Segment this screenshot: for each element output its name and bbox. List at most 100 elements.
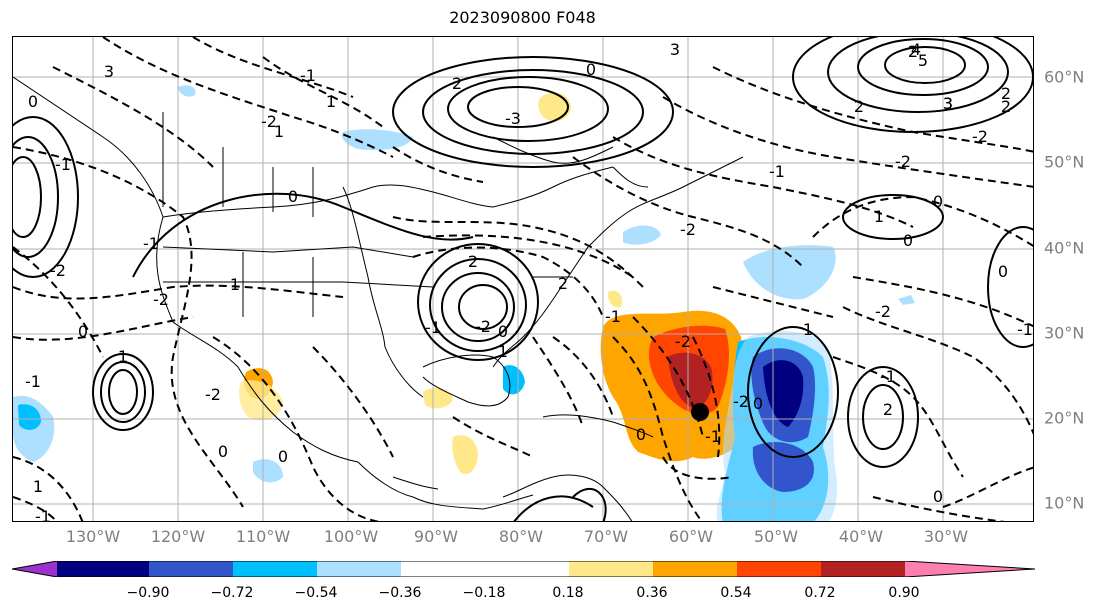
- negative-region-canada: [341, 129, 413, 151]
- lon-label: 80°W: [498, 527, 544, 546]
- weak-positive-region: [607, 290, 623, 308]
- contour-label: 2: [468, 252, 478, 271]
- negative-region-florida: [503, 365, 525, 395]
- contour-label: 2: [854, 97, 864, 116]
- contour-label: 4: [911, 40, 921, 59]
- colorbar-segment: [821, 561, 905, 577]
- lon-label: 30°W: [923, 527, 969, 546]
- contour-label: 2: [558, 274, 568, 293]
- contour-label: -1: [55, 155, 71, 174]
- contour-label: 0: [933, 487, 943, 506]
- lon-label: 110°W: [235, 527, 291, 546]
- contour-label: -2: [475, 317, 491, 336]
- contour-label: 1: [230, 275, 240, 294]
- lon-label: 70°W: [583, 527, 629, 546]
- contour-label: -2: [680, 220, 696, 239]
- contour-label: -1: [605, 307, 621, 326]
- contour-label: 0: [28, 92, 38, 111]
- very-strong-positive-region: [668, 352, 713, 409]
- contour-label: 2: [908, 42, 918, 61]
- lon-label: 130°W: [65, 527, 121, 546]
- lat-label: 50°N: [1044, 152, 1085, 172]
- contour-label: 3: [943, 94, 953, 113]
- lon-label: 40°W: [838, 527, 884, 546]
- negative-region-pacific-core: [18, 404, 41, 430]
- contour-label: 0: [586, 60, 596, 79]
- contour-label: -1: [769, 162, 785, 181]
- map-title: 2023090800 F048: [449, 8, 596, 27]
- contour-label: 1: [118, 347, 128, 366]
- contour-label: 0: [753, 394, 763, 413]
- lon-label: 90°W: [413, 527, 459, 546]
- contour-label: 0: [498, 322, 508, 341]
- positive-region-newfoundland: [538, 92, 571, 122]
- negative-region-pacific-south: [253, 459, 283, 483]
- contour-label: -2: [972, 127, 988, 146]
- contour-label: 3: [670, 40, 680, 59]
- negative-region-gulf-stream: [623, 225, 661, 245]
- colorbar-segment: [401, 561, 569, 577]
- contour-label: 1: [274, 122, 284, 141]
- weak-negative-region: [743, 245, 836, 300]
- coastlines: [13, 76, 744, 521]
- contour-label: -2: [205, 385, 221, 404]
- colorbar-extend-high: [905, 561, 1035, 577]
- contour-label: -2: [895, 152, 911, 171]
- contour-label: 0: [218, 442, 228, 461]
- colorbar-segment: [233, 561, 317, 577]
- negative-region-small: [898, 295, 915, 305]
- lat-label: 40°N: [1044, 238, 1085, 258]
- storm-center-marker: [691, 403, 709, 421]
- contour-label: -1: [35, 507, 51, 522]
- contour-label: 0: [933, 192, 943, 211]
- contour-label: -3: [505, 109, 521, 128]
- contour-label: 0: [998, 262, 1008, 281]
- colorbar-segment: [569, 561, 653, 577]
- colorbar-tick-label: −0.18: [462, 585, 506, 601]
- colorbar-tick-label: 0.18: [552, 585, 584, 601]
- colorbar-tick-label: −0.72: [210, 585, 254, 601]
- contour-label: -1: [425, 318, 441, 337]
- contour-label: -2: [675, 332, 691, 351]
- lon-label: 50°W: [753, 527, 799, 546]
- map-panel: 3 0 -1 1 -2 2 -3 0 3 2 2 1 0 -1 3 -2 2 4…: [12, 36, 1034, 522]
- contour-label: 0: [278, 447, 288, 466]
- contour-label: 2: [1001, 84, 1011, 103]
- colorbar-tick-label: 0.90: [888, 585, 920, 601]
- colorbar-segment: [737, 561, 821, 577]
- colorbar-tick-label: 0.72: [804, 585, 836, 601]
- contour-label: -1: [25, 372, 41, 391]
- dashed-contours: [13, 37, 1033, 521]
- lat-label: 10°N: [1044, 493, 1085, 513]
- contour-label: 5: [918, 51, 928, 70]
- contour-label: -2: [50, 261, 66, 280]
- contour-label: -1: [705, 427, 721, 446]
- contour-label: -1: [300, 66, 316, 85]
- colorbar-tick-label: −0.54: [294, 585, 338, 601]
- lat-label: 30°N: [1044, 323, 1085, 343]
- lon-label: 60°W: [668, 527, 714, 546]
- contour-label: -2: [153, 290, 169, 309]
- colorbar-extend-low: [12, 561, 57, 577]
- colorbar-segment: [317, 561, 401, 577]
- lat-label: 20°N: [1044, 408, 1085, 428]
- contour-label: -2: [733, 392, 749, 411]
- contour-label: 3: [104, 62, 114, 81]
- contour-label: 3: [943, 94, 953, 113]
- contour-label: 2: [883, 400, 893, 419]
- contour-label: 1: [33, 477, 43, 496]
- contour-label: -1: [1017, 320, 1033, 339]
- lower-negative-region: [752, 442, 814, 492]
- contour-label: -1: [880, 367, 896, 386]
- colorbar-segment: [653, 561, 737, 577]
- positive-region-yucatan: [423, 387, 453, 409]
- colorbar-tick-label: −0.90: [126, 585, 170, 601]
- contour-label: 2: [1001, 97, 1011, 116]
- contour-label: -1: [143, 234, 159, 253]
- colorbar-tick-label: 0.36: [636, 585, 668, 601]
- contour-label: -2: [875, 302, 891, 321]
- colorbar-tick-label: 0.54: [720, 585, 752, 601]
- contour-label: 0: [903, 231, 913, 250]
- contour-label: 1: [326, 92, 336, 111]
- contour-label: 0: [78, 322, 88, 341]
